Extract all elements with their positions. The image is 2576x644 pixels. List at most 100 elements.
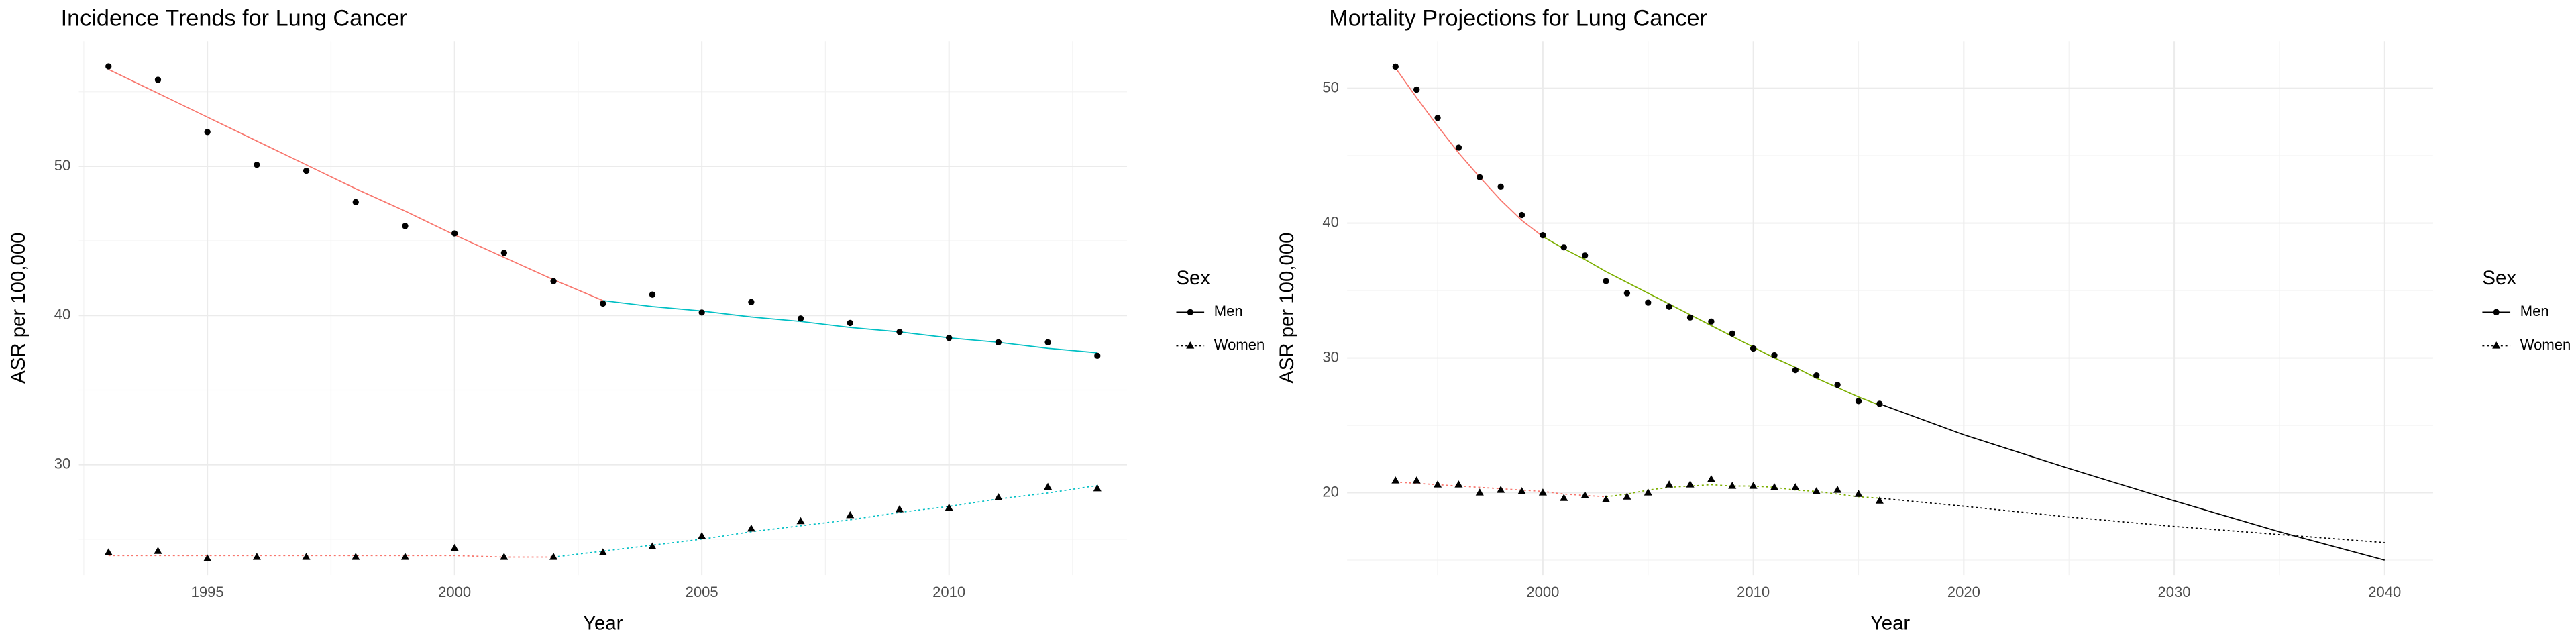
data-point: [1475, 488, 1484, 496]
data-point: [1580, 491, 1589, 498]
fit-line: [108, 555, 554, 558]
data-point: [1750, 345, 1757, 352]
data-point: [995, 339, 1002, 345]
data-point: [1771, 352, 1778, 359]
data-point: [1854, 490, 1863, 497]
legend-key-marker: [1187, 309, 1193, 315]
x-tick-label: 2010: [1737, 584, 1770, 600]
data-point: [698, 309, 705, 316]
data-point: [1601, 495, 1611, 502]
data-point: [1392, 63, 1399, 70]
fit-line: [1879, 497, 2385, 543]
data-point: [1497, 183, 1504, 190]
data-point: [1792, 366, 1799, 374]
x-tick-label: 1995: [191, 584, 224, 600]
data-point: [1707, 475, 1715, 482]
data-point: [1812, 487, 1821, 494]
legend-title: Sex: [1176, 267, 1210, 289]
data-point: [896, 329, 903, 335]
data-point: [1813, 372, 1820, 379]
y-axis-label: ASR per 100,000: [1276, 232, 1298, 383]
y-axis-label: ASR per 100,000: [7, 232, 30, 383]
fit-line: [1879, 403, 2385, 561]
legend-label: Women: [1214, 336, 1265, 353]
data-point: [1728, 482, 1737, 489]
data-point: [500, 553, 508, 560]
data-point: [400, 553, 410, 560]
data-point: [1666, 303, 1672, 310]
data-point: [105, 63, 112, 70]
y-tick-label: 40: [1322, 213, 1339, 230]
data-point: [1582, 252, 1589, 259]
data-point: [1413, 86, 1420, 93]
data-point: [1708, 318, 1715, 325]
data-point: [154, 76, 162, 83]
legend-label: Men: [2520, 303, 2549, 319]
fit-line: [1542, 235, 1880, 406]
data-point: [847, 319, 853, 327]
data-point: [450, 543, 459, 551]
data-point: [1665, 480, 1674, 488]
data-point: [303, 167, 310, 174]
legend-key-marker: [2492, 341, 2501, 349]
data-point: [1093, 484, 1102, 492]
legend-key-marker: [1186, 341, 1195, 349]
x-axis-label: Year: [1870, 612, 1911, 634]
data-point: [1833, 486, 1842, 493]
data-point: [600, 300, 606, 307]
fit-line: [553, 484, 1097, 558]
data-point: [254, 162, 260, 168]
x-tick-label: 2010: [932, 584, 965, 600]
data-point: [797, 315, 804, 322]
data-point: [500, 250, 508, 256]
fit-line: [1605, 484, 1880, 499]
data-point: [1538, 488, 1547, 496]
y-tick-label: 50: [54, 157, 71, 174]
data-point: [895, 504, 904, 513]
x-tick-label: 2040: [2368, 584, 2401, 600]
data-point: [1497, 486, 1505, 493]
data-point: [1455, 144, 1462, 151]
data-point: [1044, 339, 1051, 345]
data-point: [1855, 398, 1862, 405]
data-point: [550, 278, 557, 284]
data-point: [1749, 482, 1758, 489]
legend-label: Women: [2520, 336, 2571, 353]
data-point: [1686, 314, 1694, 321]
data-point: [945, 503, 953, 511]
y-tick-label: 20: [1322, 483, 1339, 500]
data-point: [1645, 299, 1652, 306]
data-point: [252, 553, 261, 560]
data-point: [1770, 483, 1779, 490]
data-point: [698, 531, 706, 539]
y-tick-label: 30: [54, 455, 71, 472]
data-point: [1391, 476, 1400, 484]
data-point: [1434, 480, 1442, 488]
fit-line: [1395, 67, 1544, 237]
data-point: [1875, 496, 1884, 504]
x-tick-label: 2020: [1947, 584, 1980, 600]
data-point: [1518, 211, 1525, 219]
x-axis-label: Year: [583, 612, 623, 634]
data-point: [451, 230, 458, 237]
data-point: [946, 334, 953, 341]
y-tick-label: 50: [1322, 78, 1339, 95]
data-point: [302, 553, 311, 560]
data-point: [649, 291, 656, 298]
data-point: [1791, 483, 1800, 490]
data-point: [1560, 244, 1567, 251]
data-point: [203, 554, 212, 561]
data-point: [1412, 476, 1421, 484]
x-tick-label: 2030: [2158, 584, 2191, 600]
legend-key-marker: [2493, 309, 2500, 315]
data-point: [1477, 174, 1483, 180]
data-point: [1623, 492, 1631, 500]
fit-line: [108, 68, 604, 301]
data-point: [352, 553, 360, 560]
data-point: [1686, 480, 1695, 488]
x-tick-label: 2005: [686, 584, 718, 600]
fit-line: [1395, 481, 1607, 498]
data-point: [1834, 382, 1841, 388]
